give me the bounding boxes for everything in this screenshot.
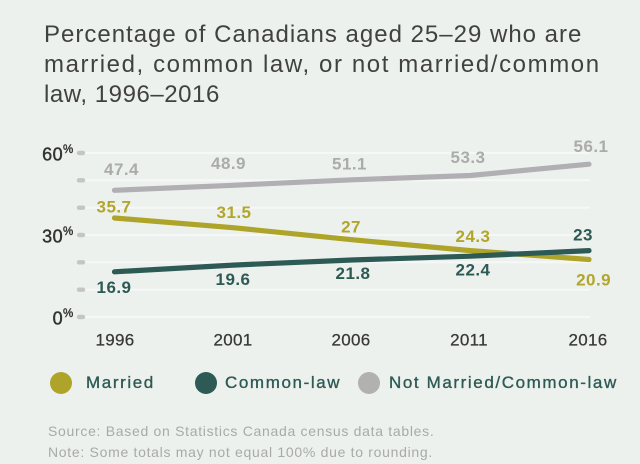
svg-text:2011: 2011 [450,331,488,350]
svg-text:%: % [63,226,73,238]
svg-text:47.4: 47.4 [104,160,139,179]
svg-text:27: 27 [341,217,361,236]
svg-text:2001: 2001 [213,331,252,350]
svg-text:60: 60 [42,144,63,164]
svg-text:31.5: 31.5 [217,203,252,222]
svg-text:30: 30 [42,226,63,246]
svg-text:2016: 2016 [568,331,607,350]
svg-text:48.9: 48.9 [211,154,246,173]
svg-text:23: 23 [573,226,593,245]
svg-text:16.9: 16.9 [97,278,132,297]
svg-text:21.8: 21.8 [336,264,371,283]
svg-text:53.3: 53.3 [451,148,486,167]
svg-text:56.1: 56.1 [574,137,609,156]
svg-text:%: % [63,144,73,156]
svg-text:24.3: 24.3 [456,227,491,246]
svg-text:35.7: 35.7 [97,198,132,217]
svg-text:51.1: 51.1 [332,155,367,174]
svg-text:2006: 2006 [331,331,370,350]
svg-text:19.6: 19.6 [216,270,251,289]
svg-text:%: % [63,308,73,320]
svg-text:20.9: 20.9 [576,271,611,290]
svg-text:0: 0 [53,308,63,328]
svg-text:22.4: 22.4 [456,261,491,280]
svg-text:1996: 1996 [95,331,134,350]
